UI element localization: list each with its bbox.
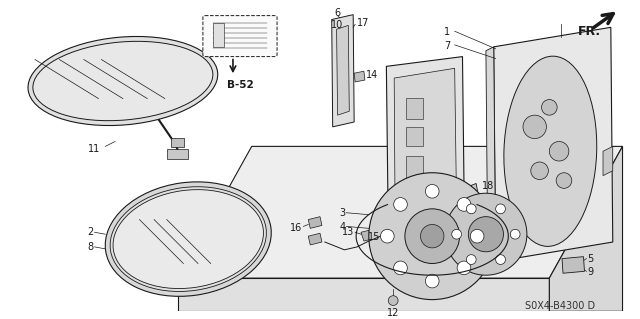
Text: 12: 12 <box>387 308 399 318</box>
Circle shape <box>426 274 439 288</box>
Circle shape <box>467 255 476 264</box>
Text: 7: 7 <box>444 41 450 51</box>
Text: 17: 17 <box>357 18 369 27</box>
Text: 2: 2 <box>87 227 93 237</box>
Circle shape <box>457 197 471 211</box>
Polygon shape <box>179 278 549 311</box>
Text: 3: 3 <box>339 208 346 218</box>
Polygon shape <box>179 146 623 278</box>
Polygon shape <box>603 146 612 176</box>
FancyBboxPatch shape <box>203 16 277 56</box>
Polygon shape <box>486 47 495 265</box>
Polygon shape <box>167 149 188 159</box>
Circle shape <box>468 217 504 252</box>
Ellipse shape <box>105 182 271 296</box>
Circle shape <box>556 173 572 188</box>
Circle shape <box>420 225 444 248</box>
Text: 15: 15 <box>368 232 381 242</box>
Circle shape <box>381 229 394 243</box>
Polygon shape <box>471 183 480 207</box>
Circle shape <box>388 296 398 306</box>
Circle shape <box>510 229 520 239</box>
Polygon shape <box>394 68 456 219</box>
Text: 4: 4 <box>339 221 346 232</box>
Text: 10: 10 <box>332 19 344 30</box>
Circle shape <box>531 162 548 180</box>
Circle shape <box>495 204 506 214</box>
Ellipse shape <box>113 189 264 289</box>
Polygon shape <box>406 127 424 146</box>
Polygon shape <box>361 230 372 241</box>
Circle shape <box>457 261 471 275</box>
Text: B-52: B-52 <box>227 80 253 90</box>
Polygon shape <box>493 27 612 262</box>
Ellipse shape <box>504 56 596 246</box>
Polygon shape <box>308 233 322 245</box>
Polygon shape <box>406 156 424 178</box>
Circle shape <box>523 115 547 138</box>
Circle shape <box>394 261 407 275</box>
Circle shape <box>405 209 460 263</box>
Text: 9: 9 <box>588 267 593 278</box>
Circle shape <box>369 173 495 300</box>
Polygon shape <box>387 56 465 232</box>
Text: 6: 6 <box>335 8 340 18</box>
Text: 8: 8 <box>88 242 93 252</box>
Text: 13: 13 <box>342 227 354 237</box>
Circle shape <box>452 229 461 239</box>
Polygon shape <box>406 98 424 119</box>
Circle shape <box>549 142 569 161</box>
Circle shape <box>467 204 476 214</box>
Text: 5: 5 <box>588 254 594 264</box>
Text: 1: 1 <box>444 27 450 37</box>
Text: 11: 11 <box>88 145 100 154</box>
Circle shape <box>445 193 527 275</box>
Polygon shape <box>171 137 184 147</box>
Circle shape <box>394 197 407 211</box>
Circle shape <box>541 100 557 115</box>
Ellipse shape <box>28 36 218 125</box>
Circle shape <box>426 184 439 198</box>
Polygon shape <box>212 23 225 47</box>
Polygon shape <box>337 26 349 115</box>
Text: FR.: FR. <box>578 25 601 38</box>
Text: 14: 14 <box>366 70 378 80</box>
Polygon shape <box>406 185 424 203</box>
Ellipse shape <box>110 187 266 292</box>
Ellipse shape <box>33 41 213 121</box>
Polygon shape <box>308 217 322 228</box>
Polygon shape <box>354 71 365 82</box>
Polygon shape <box>562 257 584 273</box>
Polygon shape <box>332 15 354 127</box>
Polygon shape <box>549 146 623 311</box>
Text: 18: 18 <box>482 181 494 190</box>
Circle shape <box>470 229 484 243</box>
Text: 16: 16 <box>290 223 303 233</box>
Text: S0X4-B4300 D: S0X4-B4300 D <box>525 300 595 311</box>
Circle shape <box>495 255 506 264</box>
